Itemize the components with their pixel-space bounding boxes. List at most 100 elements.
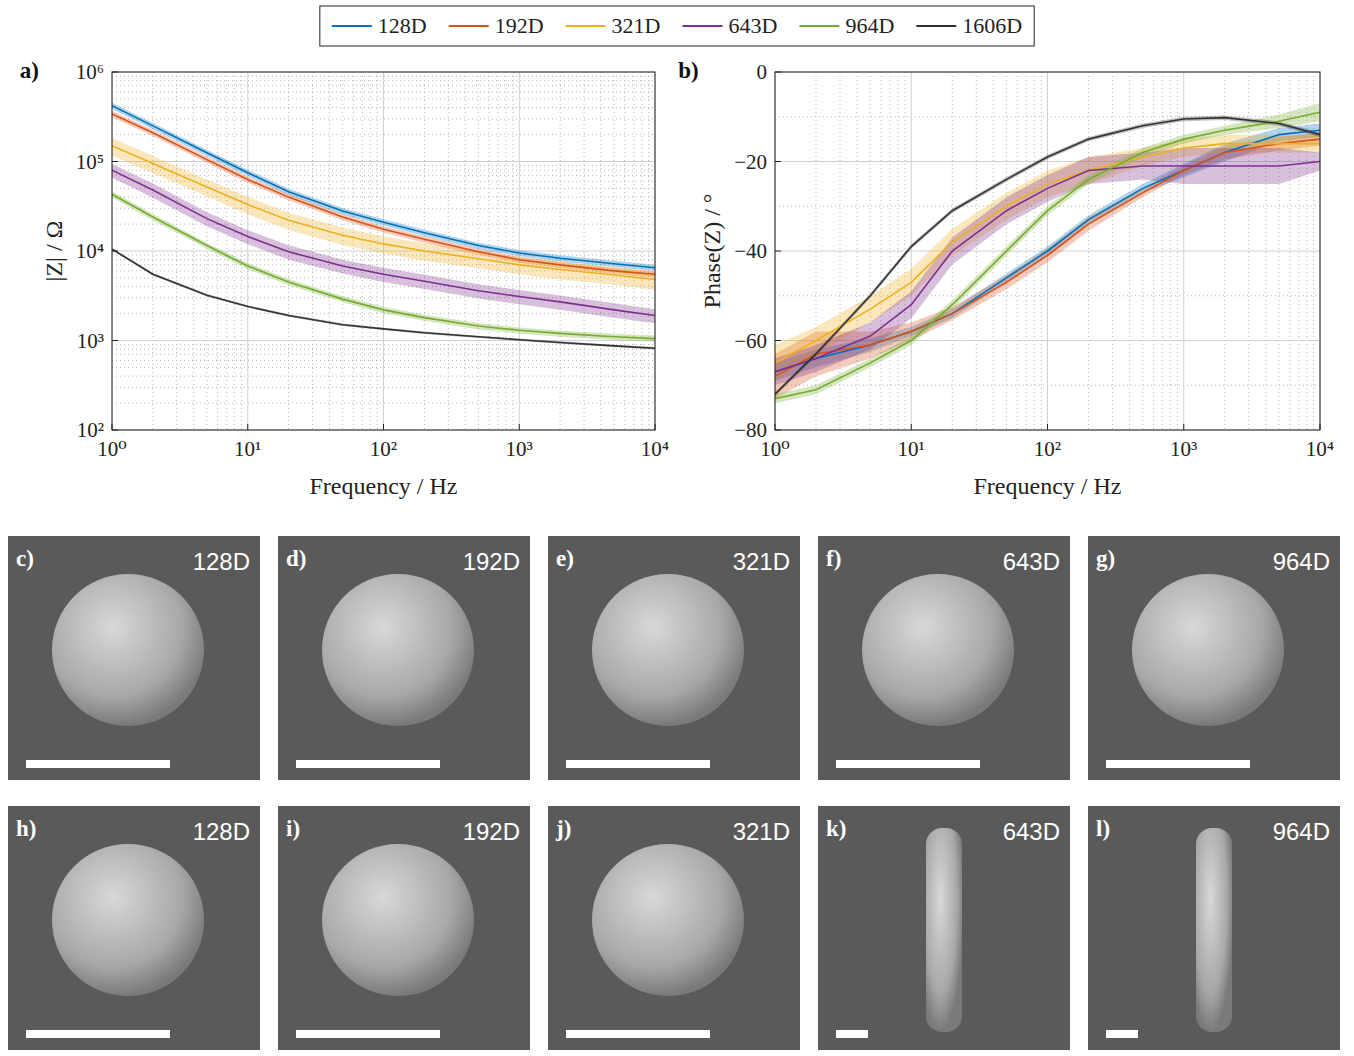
series-line bbox=[775, 144, 1320, 363]
tick bbox=[112, 72, 118, 73]
panel-label: h) bbox=[16, 816, 36, 841]
panel-label: c) bbox=[16, 546, 34, 571]
image-background bbox=[548, 536, 800, 780]
tick-label: 10⁴ bbox=[76, 239, 104, 263]
tick bbox=[1047, 424, 1048, 430]
sem-image: i) 192D bbox=[278, 806, 530, 1050]
image-caption: 964D bbox=[1273, 548, 1330, 575]
sem-image: e) 321D bbox=[548, 536, 800, 780]
image-background bbox=[1088, 806, 1340, 1050]
image-caption: 321D bbox=[733, 548, 790, 575]
scale-bar bbox=[566, 1030, 710, 1038]
tick bbox=[1320, 424, 1321, 430]
series-line bbox=[775, 130, 1320, 372]
legend-label: 1606D bbox=[962, 13, 1022, 38]
sample-shape bbox=[1132, 574, 1284, 726]
legend-swatch bbox=[332, 25, 372, 27]
legend-box bbox=[320, 6, 1034, 46]
panel-label: d) bbox=[286, 546, 306, 571]
data-group bbox=[112, 103, 655, 350]
tick bbox=[112, 430, 118, 431]
scale-bar bbox=[836, 760, 980, 768]
panel-label: l) bbox=[1096, 816, 1110, 841]
scale-bar bbox=[296, 760, 440, 768]
scale-bar bbox=[26, 760, 170, 768]
image-background bbox=[818, 806, 1070, 1050]
sem-image: d) 192D bbox=[278, 536, 530, 780]
tick-label: −80 bbox=[734, 418, 767, 442]
sample-shape bbox=[52, 574, 204, 726]
sample-shape bbox=[1196, 828, 1232, 1032]
sample-shape bbox=[52, 844, 204, 996]
image-caption: 128D bbox=[193, 548, 250, 575]
tick bbox=[1183, 424, 1184, 430]
axis-title: Phase(Z) / ° bbox=[699, 194, 725, 309]
tick-label: 10³ bbox=[77, 329, 104, 353]
tick bbox=[112, 340, 118, 341]
axis-title: |Z| / Ω bbox=[41, 221, 67, 282]
tick-label: 10¹ bbox=[234, 437, 261, 461]
image-background bbox=[1088, 536, 1340, 780]
tick-label: 10¹ bbox=[898, 437, 925, 461]
series-line bbox=[775, 139, 1320, 376]
panel-label: g) bbox=[1096, 546, 1115, 571]
series-line bbox=[112, 170, 655, 315]
tick bbox=[775, 251, 781, 252]
legend-swatch bbox=[683, 25, 723, 27]
axis-title: Frequency / Hz bbox=[310, 473, 458, 499]
legend-swatch bbox=[916, 25, 956, 27]
legend-label: 964D bbox=[845, 13, 894, 38]
sample-shape bbox=[322, 844, 474, 996]
series-line bbox=[775, 112, 1320, 398]
chart: 10⁰10¹10²10³10⁴10²10³10⁴10⁵10⁶Frequency … bbox=[20, 58, 669, 499]
image-caption: 643D bbox=[1003, 548, 1060, 575]
legend-label: 192D bbox=[495, 13, 544, 38]
plot-area bbox=[775, 72, 1320, 430]
legend-swatch bbox=[799, 25, 839, 27]
tick bbox=[775, 72, 781, 73]
panel-label: f) bbox=[826, 546, 841, 571]
scale-bar bbox=[836, 1030, 868, 1038]
image-background bbox=[8, 806, 260, 1050]
sample-shape bbox=[592, 574, 744, 726]
tick bbox=[112, 251, 118, 252]
sem-image: l)964D bbox=[1088, 806, 1340, 1050]
image-caption: 321D bbox=[733, 818, 790, 845]
image-background bbox=[8, 536, 260, 780]
tick bbox=[112, 424, 113, 430]
scale-bar bbox=[1106, 1030, 1138, 1038]
sem-image: h) 128D bbox=[8, 806, 260, 1050]
panel-label: i) bbox=[286, 816, 300, 841]
series-line bbox=[112, 146, 655, 280]
image-caption: 192D bbox=[463, 818, 520, 845]
image-background bbox=[548, 806, 800, 1050]
tick bbox=[247, 424, 248, 430]
image-caption: 192D bbox=[463, 548, 520, 575]
image-caption: 128D bbox=[193, 818, 250, 845]
tick-label: −40 bbox=[734, 239, 767, 263]
series-line bbox=[775, 118, 1320, 395]
sample-shape bbox=[592, 844, 744, 996]
scale-bar bbox=[1106, 760, 1250, 768]
legend-label: 643D bbox=[729, 13, 778, 38]
image-background bbox=[278, 806, 530, 1050]
series-line bbox=[775, 162, 1320, 372]
chart: 10⁰10¹10²10³10⁴−80−60−40−200Frequency / … bbox=[678, 58, 1334, 499]
tick-label: 10⁵ bbox=[76, 150, 104, 174]
error-band bbox=[775, 103, 1320, 403]
tick-label: −20 bbox=[734, 150, 767, 174]
image-background bbox=[278, 536, 530, 780]
tick bbox=[775, 430, 781, 431]
image-background bbox=[818, 536, 1070, 780]
tick-label: 10⁶ bbox=[76, 60, 104, 84]
tick-label: 10³ bbox=[506, 437, 533, 461]
sample-shape bbox=[862, 574, 1014, 726]
axes-frame bbox=[112, 72, 655, 430]
scale-bar bbox=[26, 1030, 170, 1038]
scale-bar bbox=[566, 760, 710, 768]
axis-title: Frequency / Hz bbox=[974, 473, 1122, 499]
series-line bbox=[112, 249, 655, 348]
panel-label: e) bbox=[556, 546, 574, 571]
sample-shape bbox=[322, 574, 474, 726]
tick-label: 10² bbox=[77, 418, 104, 442]
